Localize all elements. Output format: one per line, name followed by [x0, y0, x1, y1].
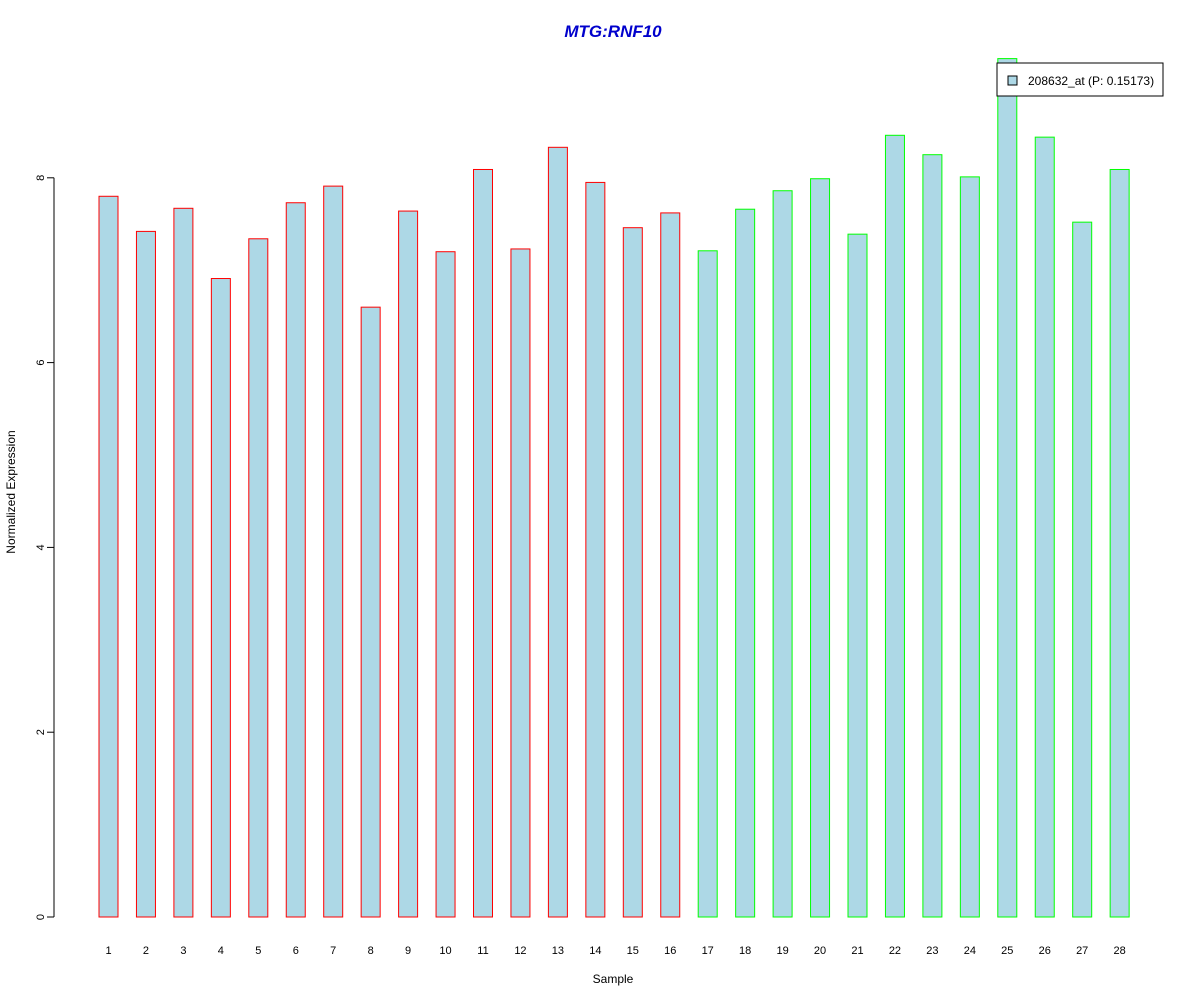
x-tick-label: 6: [293, 945, 299, 957]
y-tick-label: 4: [35, 544, 47, 550]
bar: [173, 207, 194, 918]
bar: [473, 168, 493, 918]
bar: [959, 176, 980, 918]
x-tick-label: 5: [255, 945, 261, 957]
bar: [1034, 136, 1055, 918]
x-tick-label: 23: [926, 945, 938, 957]
bar: [735, 208, 756, 918]
x-tick-label: 27: [1076, 945, 1088, 957]
x-axis-labels: 1 2 3 4 5 6 7 8 9 10 11 12 13 14 15 16 17 18 19 20 21 22 23 24 2…: [105, 945, 1125, 957]
x-tick-label: 17: [702, 945, 714, 957]
bar-series: [98, 58, 1130, 918]
x-tick-label: 15: [627, 945, 639, 957]
y-axis: 0 2 4 6 8: [35, 175, 55, 920]
x-tick-label: 9: [405, 945, 411, 957]
bar: [360, 306, 381, 918]
legend-swatch: [1007, 75, 1018, 86]
x-tick-label: 26: [1039, 945, 1051, 957]
x-tick-label: 18: [739, 945, 751, 957]
bar: [98, 195, 119, 918]
x-tick-label: 22: [889, 945, 901, 957]
bar: [884, 134, 905, 918]
x-tick-label: 2: [143, 945, 149, 957]
y-tick-label: 2: [35, 729, 47, 735]
x-tick-label: 8: [368, 945, 374, 957]
bar: [622, 227, 643, 918]
x-tick-label: 12: [514, 945, 526, 957]
x-tick-label: 28: [1114, 945, 1126, 957]
x-tick-label: 1: [105, 945, 111, 957]
x-tick-label: 7: [330, 945, 336, 957]
bar: [398, 210, 419, 918]
x-axis-title: Sample: [593, 972, 634, 986]
bar: [772, 190, 793, 918]
bar: [135, 230, 156, 918]
bar: [248, 238, 269, 918]
x-tick-label: 25: [1001, 945, 1013, 957]
x-tick-label: 24: [964, 945, 976, 957]
x-tick-label: 10: [439, 945, 451, 957]
x-tick-label: 19: [776, 945, 788, 957]
bar: [435, 251, 456, 918]
bar: [510, 248, 531, 918]
x-tick-label: 20: [814, 945, 826, 957]
bar: [847, 233, 868, 918]
x-tick-label: 13: [552, 945, 564, 957]
bar: [210, 278, 231, 918]
bar: [922, 154, 943, 918]
chart-title: MTG:RNF10: [564, 22, 662, 41]
x-tick-label: 16: [664, 945, 676, 957]
x-tick-label: 11: [477, 945, 488, 957]
bar: [697, 250, 718, 918]
bar: [323, 185, 344, 918]
bar: [1109, 168, 1130, 918]
bar: [997, 58, 1018, 918]
x-tick-label: 21: [851, 945, 863, 957]
bar: [1072, 221, 1093, 918]
legend: 208632_at (P: 0.15173): [996, 62, 1164, 97]
bar: [585, 181, 606, 918]
bar: [660, 212, 681, 918]
x-tick-label: 3: [180, 945, 186, 957]
bar: [285, 202, 306, 918]
bar: [810, 178, 831, 918]
legend-label: 208632_at (P: 0.15173): [1028, 74, 1154, 88]
y-tick-label: 6: [35, 360, 47, 366]
bar: [547, 146, 568, 918]
legend-box: [996, 62, 1164, 97]
x-tick-label: 4: [218, 945, 224, 957]
y-tick-label: 8: [35, 175, 47, 181]
x-tick-label: 14: [589, 945, 601, 957]
y-axis-title: Normalized Expression: [4, 430, 18, 553]
y-tick-label: 0: [35, 914, 47, 920]
